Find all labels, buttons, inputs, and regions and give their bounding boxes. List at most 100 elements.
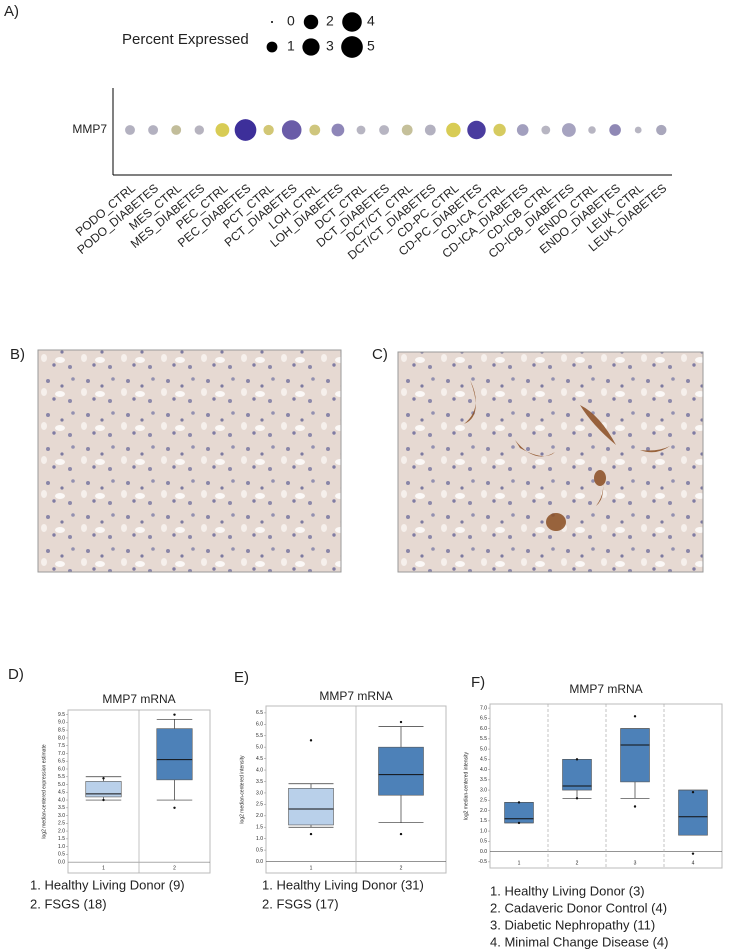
panel-label: F) xyxy=(471,674,485,691)
micrograph-c xyxy=(397,351,704,573)
dot xyxy=(401,124,413,136)
box xyxy=(156,728,193,781)
outlier xyxy=(102,798,105,802)
y-tick-label: 5.0 xyxy=(256,745,263,751)
x-tick-label: 4 xyxy=(692,860,695,866)
y-tick-label: 1.5 xyxy=(256,825,263,831)
y-tick-label: 7.0 xyxy=(480,705,487,711)
panel-label: A) xyxy=(4,3,19,20)
y-tick-label: 2.0 xyxy=(58,828,65,834)
y-tick-label: 1.0 xyxy=(58,844,65,850)
dot xyxy=(379,125,390,135)
y-axis-label: log2 median-centered intensity xyxy=(239,755,245,824)
y-tick-label: 0.0 xyxy=(256,859,263,865)
outlier xyxy=(517,821,521,825)
legend-dot xyxy=(271,21,273,23)
y-tick-label: 7.0 xyxy=(58,751,65,757)
y-tick-label: 5.0 xyxy=(58,782,65,788)
y-axis-label: log2 median-centered intensity xyxy=(463,751,469,820)
dot xyxy=(281,120,302,140)
y-tick-label: 5.0 xyxy=(480,746,487,752)
x-tick-label: 1 xyxy=(518,860,521,866)
legend-label: 1 xyxy=(287,38,295,54)
y-tick-label: 8.5 xyxy=(58,728,65,734)
box xyxy=(678,789,708,836)
outlier xyxy=(399,720,403,724)
y-tick-label: 4.0 xyxy=(58,797,65,803)
y-tick-label: 4.5 xyxy=(256,756,263,762)
dot xyxy=(493,123,506,137)
legend-dot xyxy=(341,36,363,58)
panel-label: B) xyxy=(10,346,25,363)
y-tick-label: 2.0 xyxy=(256,813,263,819)
box xyxy=(85,781,122,798)
outlier xyxy=(633,715,637,718)
outlier xyxy=(691,790,695,794)
y-tick-label: 5.5 xyxy=(58,774,65,780)
dot xyxy=(148,125,159,135)
x-tick-label: 2 xyxy=(400,865,403,871)
y-tick-label: 9.0 xyxy=(58,720,65,726)
y-tick-label: 3.5 xyxy=(58,805,65,811)
y-tick-label: 6.0 xyxy=(256,722,263,728)
dot xyxy=(263,124,274,136)
x-tick-label: 2 xyxy=(576,860,579,866)
y-tick-label: 2.5 xyxy=(480,798,487,804)
legend-item: 1. Healthy Living Donor (3) xyxy=(490,883,645,898)
legend-item: 4. Minimal Change Disease (4) xyxy=(490,934,668,949)
box xyxy=(620,728,650,783)
y-tick-label: 6.0 xyxy=(58,766,65,772)
y-tick-label: 0.0 xyxy=(480,849,487,855)
y-tick-label: 3.5 xyxy=(480,777,487,783)
dot xyxy=(125,125,135,135)
legend-title: Percent Expressed xyxy=(122,31,249,48)
x-tick-label: 3 xyxy=(634,860,637,866)
outlier xyxy=(575,797,579,800)
legend-dot xyxy=(342,12,362,32)
micrograph-b xyxy=(37,349,342,573)
box xyxy=(378,746,424,796)
outlier xyxy=(309,832,313,836)
outlier xyxy=(173,806,176,809)
y-tick-label: 1.5 xyxy=(480,818,487,824)
y-tick-label: 3.0 xyxy=(256,790,263,796)
y-category: MMP7 xyxy=(72,122,107,136)
legend-item: 3. Diabetic Nephropathy (11) xyxy=(490,917,655,932)
outlier xyxy=(102,777,105,780)
y-axis-label: log2 median-centered expression estimate xyxy=(41,744,47,838)
y-tick-label: 6.5 xyxy=(480,716,487,722)
outlier xyxy=(173,713,176,716)
dot xyxy=(541,125,551,135)
legend-label: 4 xyxy=(367,13,375,29)
y-tick-label: 5.5 xyxy=(256,733,263,739)
y-tick-label: 6.5 xyxy=(58,759,65,765)
legend-dot xyxy=(302,38,320,56)
dot xyxy=(446,122,461,138)
dot xyxy=(588,126,596,134)
y-tick-label: 7.5 xyxy=(58,743,65,749)
dot xyxy=(309,124,321,136)
y-tick-label: 1.0 xyxy=(256,836,263,842)
dot xyxy=(234,119,257,141)
legend-item: 2. FSGS (18) xyxy=(30,896,107,911)
dot xyxy=(561,123,576,137)
y-tick-label: 9.5 xyxy=(58,712,65,718)
legend-item: 2. FSGS (17) xyxy=(262,896,339,911)
x-tick-label: 2 xyxy=(173,865,176,871)
y-tick-label: 1.0 xyxy=(480,828,487,834)
y-tick-label: 2.0 xyxy=(480,808,487,814)
y-tick-label: 6.5 xyxy=(256,710,263,716)
outlier xyxy=(575,758,579,761)
y-tick-label: 2.5 xyxy=(256,802,263,808)
panel-label: C) xyxy=(372,346,388,363)
y-tick-label: 0.5 xyxy=(58,852,65,858)
chart-title: MMP7 mRNA xyxy=(102,692,175,706)
dot xyxy=(331,123,345,137)
legend-label: 3 xyxy=(326,38,334,54)
y-tick-label: 6.0 xyxy=(480,726,487,732)
y-tick-label: 4.0 xyxy=(256,767,263,773)
box xyxy=(288,788,334,826)
chart-title: MMP7 mRNA xyxy=(319,689,392,703)
legend-label: 0 xyxy=(287,13,295,29)
